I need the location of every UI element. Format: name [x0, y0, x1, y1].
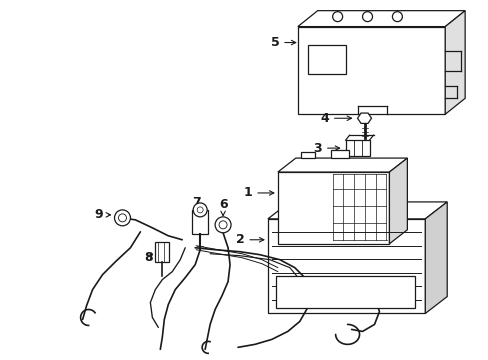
Bar	[277, 172, 388, 244]
Bar	[192, 210, 208, 234]
Bar	[330, 150, 348, 158]
Polygon shape	[444, 11, 464, 114]
Bar	[300, 152, 314, 158]
Text: 5: 5	[270, 36, 295, 49]
Text: 7: 7	[191, 197, 200, 213]
Text: 6: 6	[218, 198, 227, 216]
Text: 4: 4	[320, 112, 351, 125]
Circle shape	[197, 207, 203, 213]
Bar	[267, 219, 425, 314]
Text: 2: 2	[235, 233, 264, 246]
Polygon shape	[388, 158, 407, 244]
Text: 8: 8	[144, 251, 152, 264]
Polygon shape	[425, 202, 447, 314]
Circle shape	[193, 203, 207, 217]
Text: 9: 9	[94, 208, 110, 221]
Circle shape	[215, 217, 230, 233]
Bar	[155, 242, 169, 262]
Circle shape	[219, 221, 226, 229]
Circle shape	[118, 214, 126, 222]
Bar	[275, 276, 414, 307]
Bar	[297, 27, 444, 114]
Circle shape	[362, 12, 372, 22]
Bar	[345, 140, 369, 156]
Circle shape	[332, 12, 342, 22]
Circle shape	[114, 210, 130, 226]
Bar	[307, 45, 345, 75]
Text: 1: 1	[243, 186, 273, 199]
Polygon shape	[277, 158, 407, 172]
Polygon shape	[297, 11, 464, 27]
Polygon shape	[267, 202, 447, 219]
Circle shape	[392, 12, 402, 22]
Text: 3: 3	[313, 141, 339, 155]
Polygon shape	[357, 113, 371, 123]
